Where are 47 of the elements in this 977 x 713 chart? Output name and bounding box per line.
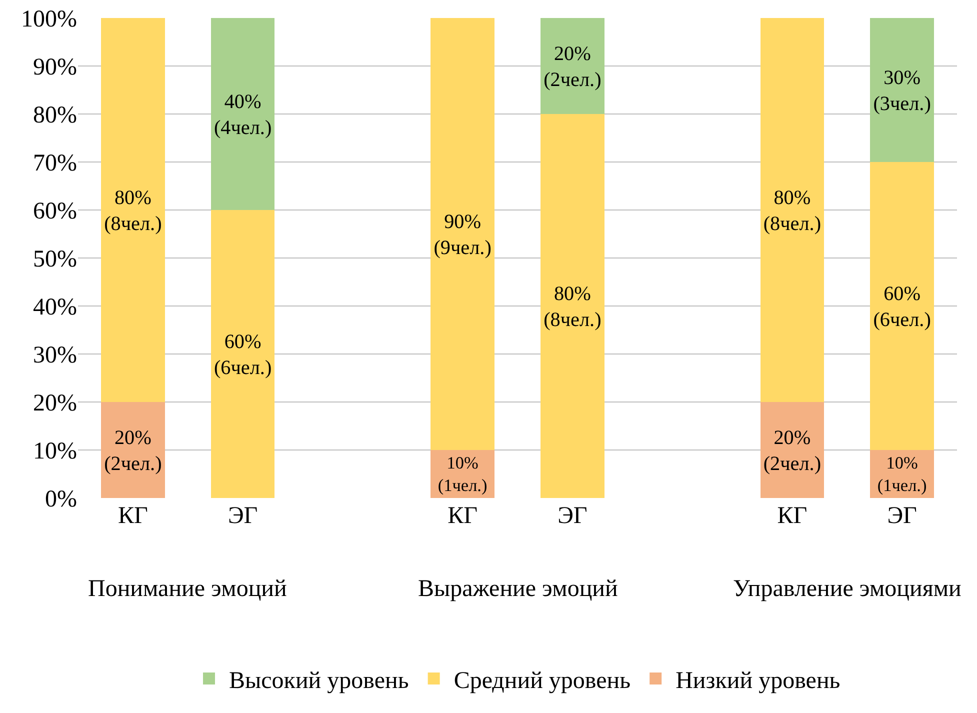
text: Управление эмоциями <box>733 576 962 602</box>
data-label: 80% (8чел.) <box>104 186 162 235</box>
data-label: 60% (6чел.) <box>873 282 931 331</box>
bar <box>210 18 275 210</box>
y-tick-label: 80% <box>33 102 77 128</box>
data-label: 60% (6чел.) <box>214 330 272 379</box>
y-tick-label: 30% <box>33 342 77 368</box>
bar <box>430 18 494 450</box>
text: Выражение эмоций <box>418 576 618 602</box>
y-tick-label: 60% <box>33 198 77 224</box>
data-label: 80% (8чел.) <box>544 282 602 331</box>
x-tick-label: ЭГ <box>228 503 258 529</box>
bar <box>760 402 824 498</box>
x-tick-label: КГ <box>448 503 478 529</box>
bar <box>540 18 604 114</box>
y-tick-label: 90% <box>33 54 77 80</box>
y-tick-label: 70% <box>33 150 77 176</box>
data-label: 10% (1чел.) <box>877 454 927 496</box>
x-tick-label: ЭГ <box>887 503 918 529</box>
data-label: 80% (8чел.) <box>763 186 822 235</box>
x-tick-label: КГ <box>777 503 808 529</box>
data-label: 20% (2чел.) <box>544 42 602 91</box>
legend-label: Средний уровень <box>454 668 631 694</box>
bar <box>760 18 824 402</box>
y-tick-label: 100% <box>21 6 77 32</box>
x-tick-label: ЭГ <box>558 503 588 529</box>
bar <box>101 402 165 498</box>
bar <box>870 18 934 162</box>
bar <box>210 210 275 498</box>
y-tick-label: 40% <box>33 294 77 320</box>
text: Понимание эмоций <box>88 576 287 602</box>
data-label: 30% (3чел.) <box>873 66 931 115</box>
y-tick-label: 50% <box>33 246 77 272</box>
y-tick-label: 0% <box>45 486 77 512</box>
y-tick-label: 10% <box>33 438 77 464</box>
y-tick-label: 20% <box>33 390 77 416</box>
data-label: 20% (2чел.) <box>104 426 162 475</box>
bar <box>540 114 604 498</box>
data-label: 40% (4чел.) <box>214 90 272 139</box>
data-label: 90% (9чел.) <box>434 210 492 259</box>
data-label: 10% (1чел.) <box>438 454 488 496</box>
bar <box>101 18 165 402</box>
data-label: 20% (2чел.) <box>763 426 822 475</box>
x-tick-label: КГ <box>118 503 148 529</box>
legend-label: Высокий уровень <box>229 668 409 694</box>
bar <box>870 162 934 450</box>
legend-label: Низкий уровень <box>676 668 840 694</box>
